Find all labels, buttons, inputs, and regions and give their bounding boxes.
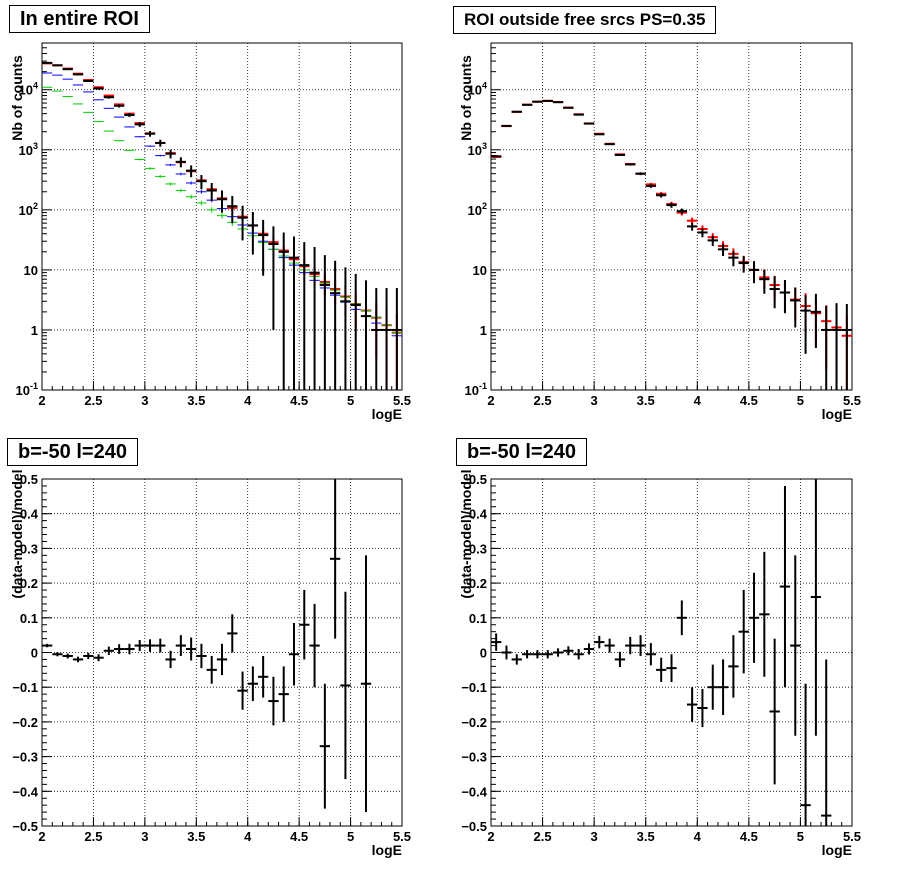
x-tick-label: 4.5 xyxy=(740,393,758,408)
x-tick-label: 4 xyxy=(694,829,702,844)
y-tick-label: −0.3 xyxy=(461,750,487,765)
x-tick-label: 5 xyxy=(797,393,804,408)
y-tick-label: −0.3 xyxy=(12,750,38,765)
y-tick-label: 10 xyxy=(473,263,487,278)
x-tick-label: 2.5 xyxy=(84,393,102,408)
y-tick-label: 0.5 xyxy=(469,472,487,487)
x-tick-label: 3 xyxy=(591,829,598,844)
y-axis-label: Nb of counts xyxy=(458,55,474,141)
y-axis-label: (data-model)/model xyxy=(9,469,25,598)
x-tick-label: 5 xyxy=(347,829,354,844)
y-tick-label: 0.2 xyxy=(469,576,487,591)
x-tick-label: 2 xyxy=(487,829,494,844)
x-tick-label: 4 xyxy=(244,829,252,844)
y-tick-label: 10 xyxy=(24,263,38,278)
x-tick-label: 2.5 xyxy=(534,393,552,408)
x-axis-label: logE xyxy=(372,842,402,858)
y-axis-label: (data-model)/model xyxy=(458,469,474,598)
x-tick-label: 4.5 xyxy=(740,829,758,844)
x-axis-label: logE xyxy=(822,842,852,858)
y-tick-label: 104 xyxy=(19,81,38,98)
x-tick-label: 5.5 xyxy=(393,393,411,408)
x-tick-label: 2.5 xyxy=(84,829,102,844)
x-tick-label: 3.5 xyxy=(187,393,205,408)
x-tick-label: 5 xyxy=(347,393,354,408)
x-tick-label: 3 xyxy=(141,393,148,408)
y-tick-label: 0.5 xyxy=(20,472,38,487)
x-tick-label: 5.5 xyxy=(393,829,411,844)
plot-frame xyxy=(490,42,853,391)
y-tick-label: 102 xyxy=(19,201,38,218)
x-tick-label: 2 xyxy=(38,829,45,844)
x-tick-label: 5.5 xyxy=(843,393,861,408)
x-tick-label: 2 xyxy=(38,393,45,408)
y-tick-label: −0.4 xyxy=(12,784,38,799)
y-tick-label: −0.2 xyxy=(461,715,487,730)
y-tick-label: 0.1 xyxy=(20,611,38,626)
y-tick-label: −0.1 xyxy=(12,680,38,695)
y-tick-label: 103 xyxy=(468,141,487,158)
series-data xyxy=(42,61,402,390)
x-tick-label: 4 xyxy=(694,393,702,408)
y-tick-label: 103 xyxy=(19,141,38,158)
y-tick-label: 0.3 xyxy=(469,541,487,556)
x-tick-label: 2.5 xyxy=(534,829,552,844)
y-tick-label: 0 xyxy=(31,646,38,661)
x-tick-label: 3 xyxy=(141,829,148,844)
panel-title-bottom-right: b=-50 l=240 xyxy=(456,438,587,466)
y-tick-label: 10-1 xyxy=(465,381,487,398)
y-tick-label: 1 xyxy=(480,323,487,338)
y-tick-label: −0.5 xyxy=(12,819,38,834)
series-data xyxy=(491,99,852,390)
y-tick-label: 0.3 xyxy=(20,541,38,556)
y-tick-label: 0 xyxy=(480,646,487,661)
y-tick-label: 1 xyxy=(31,323,38,338)
y-tick-label: 0.2 xyxy=(20,576,38,591)
y-axis-label: Nb of counts xyxy=(9,55,25,141)
x-tick-label: 3 xyxy=(591,393,598,408)
y-tick-label: −0.2 xyxy=(12,715,38,730)
y-tick-label: 0.1 xyxy=(469,611,487,626)
x-axis-label: logE xyxy=(372,406,402,422)
x-axis-label: logE xyxy=(822,406,852,422)
x-tick-label: 4 xyxy=(244,393,252,408)
x-tick-label: 3.5 xyxy=(637,393,655,408)
series-residuals xyxy=(491,479,832,826)
x-tick-label: 5.5 xyxy=(843,829,861,844)
panel-title-bottom-left: b=-50 l=240 xyxy=(7,438,138,466)
x-tick-label: 4.5 xyxy=(290,393,308,408)
y-tick-label: 0.4 xyxy=(469,507,488,522)
y-tick-label: 0.4 xyxy=(20,507,39,522)
y-tick-label: −0.1 xyxy=(461,680,487,695)
panel-title-top-right: ROI outside free srcs PS=0.35 xyxy=(453,6,717,34)
x-tick-label: 5 xyxy=(797,829,804,844)
y-tick-label: −0.4 xyxy=(461,784,487,799)
y-tick-label: 102 xyxy=(468,201,487,218)
panel-title-top-left: In entire ROI xyxy=(9,5,150,33)
y-tick-label: −0.5 xyxy=(461,819,487,834)
y-tick-label: 10-1 xyxy=(16,381,38,398)
x-tick-label: 3.5 xyxy=(637,829,655,844)
series-residuals xyxy=(42,479,372,813)
x-tick-label: 3.5 xyxy=(187,829,205,844)
y-tick-label: 104 xyxy=(468,81,487,98)
x-tick-label: 4.5 xyxy=(290,829,308,844)
x-tick-label: 2 xyxy=(487,393,494,408)
